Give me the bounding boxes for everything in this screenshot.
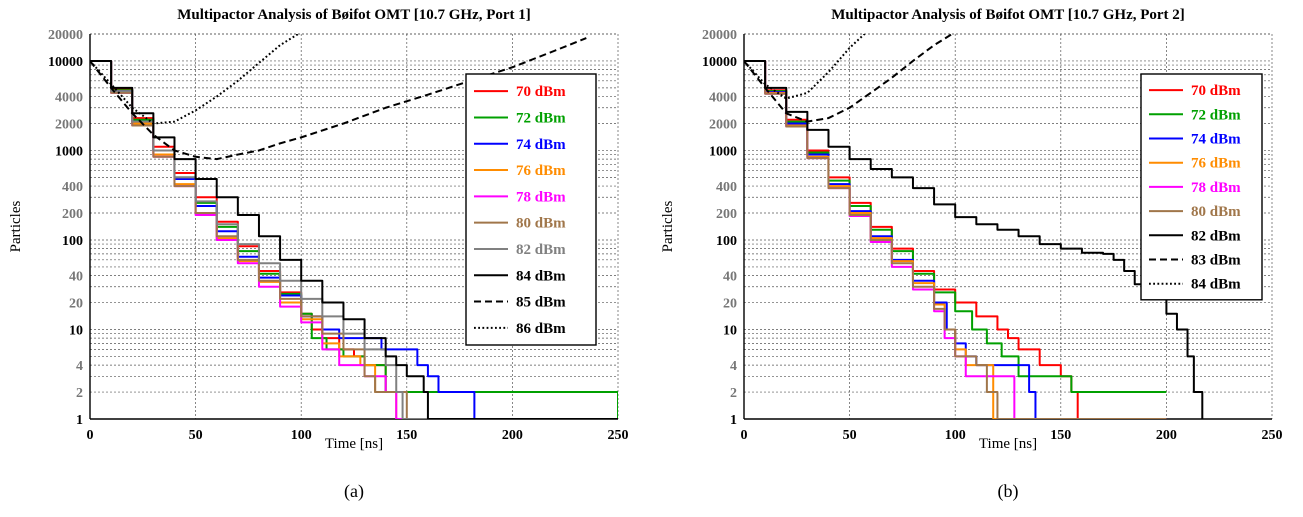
chart-svg: Multipactor Analysis of Bøifot OMT [10.7…: [660, 7, 1283, 502]
legend-label: 78 dBm: [516, 189, 566, 205]
legend-label: 86 dBm: [516, 321, 566, 337]
x-tick-label: 100: [291, 428, 312, 443]
legend-label: 80 dBm: [516, 216, 566, 232]
y-tick-label: 20000: [702, 28, 737, 43]
legend-label: 70 dBm: [516, 84, 566, 100]
series-group: [90, 34, 618, 419]
y-tick-label: 1: [730, 413, 737, 428]
y-tick-label: 40: [69, 270, 83, 285]
x-tick-label: 0: [87, 428, 94, 443]
legend-label: 76 dBm: [516, 163, 566, 179]
y-tick-label: 10000: [48, 55, 83, 70]
chart-panel-port-1: Multipactor Analysis of Bøifot OMT [10.7…: [0, 0, 650, 517]
y-tick-label: 4000: [709, 91, 737, 106]
chart-svg: Multipactor Analysis of Bøifot OMT [10.7…: [8, 7, 629, 502]
legend-label: 82 dBm: [516, 242, 566, 258]
y-tick-label: 2000: [55, 118, 83, 133]
y-tick-label: 100: [62, 234, 83, 249]
chart-title: Multipactor Analysis of Bøifot OMT [10.7…: [177, 7, 531, 23]
legend-label: 74 dBm: [1191, 132, 1241, 148]
legend-label: 74 dBm: [516, 137, 566, 153]
legend-label: 82 dBm: [1191, 228, 1241, 244]
y-tick-label: 1000: [55, 144, 83, 159]
y-tick-label: 200: [716, 207, 737, 222]
x-tick-label: 100: [945, 428, 966, 443]
legend-label: 84 dBm: [1191, 277, 1241, 293]
x-tick-label: 0: [741, 428, 748, 443]
figure-caption: (b): [998, 481, 1019, 502]
series-line-83-dbm: [744, 34, 955, 123]
y-tick-label: 400: [62, 180, 83, 195]
y-tick-label: 4: [730, 359, 737, 374]
x-axis-label: Time [ns]: [325, 436, 383, 452]
y-tick-label: 10: [69, 323, 83, 338]
legend-label: 85 dBm: [516, 295, 566, 311]
y-tick-label: 4000: [55, 91, 83, 106]
legend-label: 72 dBm: [516, 110, 566, 126]
y-tick-label: 20: [723, 297, 737, 312]
y-axis-label: Particles: [660, 201, 676, 253]
x-axis-label: Time [ns]: [979, 436, 1037, 452]
x-tick-label: 200: [1156, 428, 1177, 443]
y-tick-label: 10: [723, 323, 737, 338]
chart-title: Multipactor Analysis of Bøifot OMT [10.7…: [831, 7, 1185, 23]
series-line-86-dbm: [90, 34, 301, 125]
y-tick-label: 2000: [709, 118, 737, 133]
series-group: [744, 34, 1204, 419]
y-tick-label: 1000: [709, 144, 737, 159]
y-tick-label: 2: [730, 386, 737, 401]
series-line-85-dbm: [90, 37, 587, 161]
legend-label: 83 dBm: [1191, 253, 1241, 269]
series-line-70-dbm: [744, 59, 1167, 419]
legend-label: 84 dBm: [516, 268, 566, 284]
y-tick-label: 1: [76, 413, 83, 428]
x-tick-label: 50: [189, 428, 203, 443]
legend-label: 72 dBm: [1191, 107, 1241, 123]
figure-caption: (a): [344, 481, 364, 502]
y-axis-label: Particles: [8, 201, 24, 253]
y-tick-label: 200: [62, 207, 83, 222]
x-tick-label: 50: [843, 428, 857, 443]
y-tick-label: 4: [76, 359, 83, 374]
y-tick-label: 10000: [702, 55, 737, 70]
chart-panel-port-2: Multipactor Analysis of Bøifot OMT [10.7…: [652, 0, 1303, 517]
x-tick-label: 250: [1262, 428, 1283, 443]
y-tick-label: 100: [716, 234, 737, 249]
x-tick-label: 250: [608, 428, 629, 443]
x-tick-label: 150: [1050, 428, 1071, 443]
x-tick-label: 150: [396, 428, 417, 443]
legend-label: 76 dBm: [1191, 156, 1241, 172]
y-tick-label: 40: [723, 270, 737, 285]
y-tick-label: 20: [69, 297, 83, 312]
y-tick-label: 2: [76, 386, 83, 401]
legend: 70 dBm 72 dBm 74 dBm 76 dBm 78 dBm 80 dBm 82 d…: [1140, 73, 1263, 301]
series-line-80-dbm: [744, 59, 1167, 419]
legend-label: 80 dBm: [1191, 204, 1241, 220]
y-tick-label: 20000: [48, 28, 83, 43]
legend: 70 dBm 72 dBm 74 dBm 76 dBm 78 dBm 80 dBm 82 d…: [465, 73, 597, 346]
x-tick-label: 200: [502, 428, 523, 443]
legend-label: 70 dBm: [1191, 83, 1241, 99]
y-tick-label: 400: [716, 180, 737, 195]
legend-label: 78 dBm: [1191, 180, 1241, 196]
legend-box: [465, 73, 597, 346]
